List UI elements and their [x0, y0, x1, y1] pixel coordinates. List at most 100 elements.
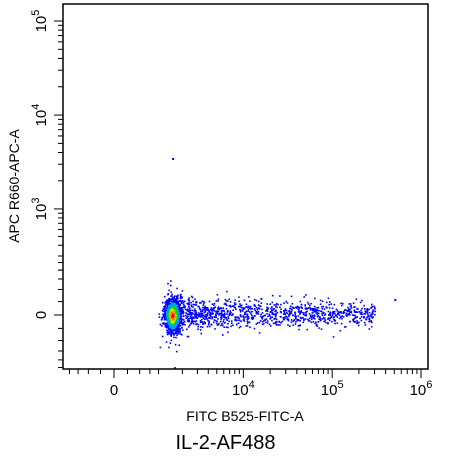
event-dot — [169, 299, 172, 301]
event-dot — [203, 317, 205, 320]
event-dot — [369, 314, 372, 317]
event-dot — [212, 312, 214, 315]
event-dot — [298, 307, 301, 309]
event-dot — [173, 327, 176, 330]
event-dot — [256, 308, 259, 311]
event-dot — [282, 309, 285, 312]
event-dot — [219, 320, 222, 323]
event-dot — [171, 314, 173, 316]
event-dot — [340, 311, 342, 313]
event-dot — [300, 317, 303, 320]
event-dot — [176, 330, 178, 333]
event-dot — [161, 316, 164, 319]
event-dot — [176, 328, 179, 331]
event-dot — [266, 309, 268, 312]
event-dot — [207, 309, 210, 312]
event-dot — [371, 321, 373, 324]
event-dot — [248, 296, 250, 298]
event-dot — [292, 320, 294, 323]
event-dot — [252, 316, 254, 319]
event-dot — [235, 303, 237, 305]
event-dot — [205, 308, 208, 310]
event-dot — [321, 313, 323, 315]
event-dot — [259, 305, 262, 308]
event-dot — [205, 315, 208, 318]
event-dot — [275, 318, 278, 321]
event-dot — [167, 313, 170, 315]
event-dot — [241, 310, 244, 312]
event-dot — [335, 314, 338, 317]
event-dot — [173, 319, 176, 322]
event-dot — [188, 310, 191, 312]
event-dot — [368, 320, 370, 323]
event-dot — [206, 307, 209, 309]
event-dot — [266, 308, 268, 311]
event-dot — [175, 309, 178, 311]
event-dot — [196, 317, 198, 319]
event-dot — [170, 284, 172, 287]
event-dot — [199, 321, 202, 324]
event-dot — [167, 325, 170, 328]
event-dot — [223, 313, 226, 316]
event-dot — [167, 333, 170, 335]
event-dot — [181, 290, 184, 292]
event-dot — [306, 301, 309, 304]
event-dot — [275, 305, 277, 308]
event-dot — [324, 314, 326, 316]
event-dot — [173, 329, 176, 331]
event-dot — [208, 310, 211, 312]
event-dot — [207, 308, 209, 310]
event-dot — [260, 313, 262, 316]
event-dot — [173, 306, 175, 309]
event-dot — [275, 322, 277, 325]
event-dot — [250, 312, 252, 315]
event-dot — [298, 311, 301, 313]
event-dot — [327, 297, 330, 300]
event-dot — [186, 335, 189, 338]
event-dot — [200, 315, 202, 317]
event-dot — [271, 316, 273, 318]
event-dot — [314, 309, 317, 311]
event-dot — [169, 326, 171, 329]
event-dot — [186, 328, 188, 331]
event-dot — [228, 314, 231, 317]
event-dot — [305, 294, 307, 296]
event-dot — [232, 305, 235, 307]
event-dot — [273, 313, 275, 315]
event-dot — [222, 310, 224, 312]
event-dot — [168, 322, 170, 324]
event-dot — [177, 319, 180, 322]
event-dot — [217, 298, 220, 301]
event-dot — [167, 320, 169, 322]
event-dot — [180, 322, 182, 325]
event-dot — [245, 305, 248, 308]
event-dot — [275, 304, 277, 306]
event-dot — [295, 317, 297, 320]
event-dot — [268, 323, 271, 326]
event-dot — [282, 317, 285, 319]
event-dot — [271, 294, 274, 297]
event-dot — [318, 309, 320, 312]
event-dot — [330, 303, 332, 305]
y-tick-label: 104 — [30, 104, 50, 127]
event-dot — [337, 311, 339, 313]
event-dot — [173, 301, 175, 303]
event-dot — [164, 305, 167, 308]
event-dot — [372, 309, 375, 312]
x-axis-title: FITC B525-FITC-A — [186, 408, 304, 424]
event-dot — [278, 320, 280, 323]
event-dot — [177, 310, 179, 312]
event-dot — [312, 317, 315, 319]
event-dot — [357, 324, 360, 327]
event-dot — [328, 303, 330, 306]
event-dot — [220, 316, 222, 319]
event-dot — [279, 306, 281, 309]
event-dot — [251, 316, 254, 318]
event-dot — [174, 324, 176, 326]
event-dot — [204, 309, 207, 312]
event-dot — [168, 289, 170, 292]
event-dot — [240, 315, 242, 318]
event-dot — [225, 308, 228, 310]
event-dot — [168, 303, 170, 305]
event-dot — [188, 318, 190, 320]
